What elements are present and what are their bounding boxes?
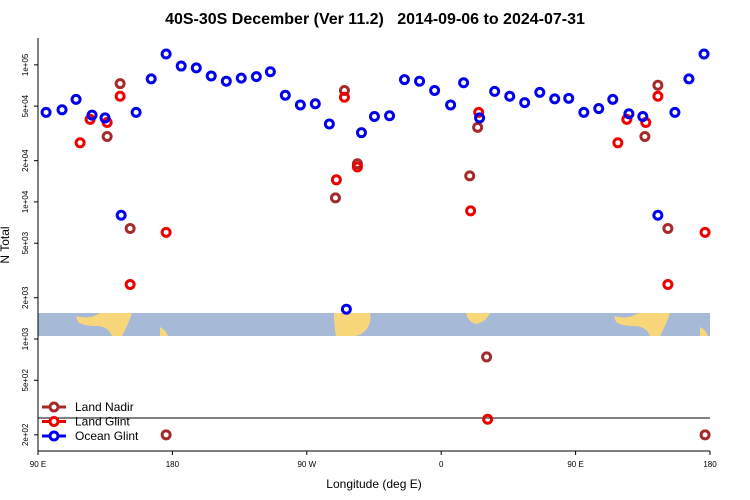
- data-point: [482, 413, 494, 425]
- data-point: [445, 99, 457, 111]
- x-tick-label: 0: [439, 460, 444, 469]
- data-point: [652, 90, 664, 102]
- data-point: [593, 103, 605, 115]
- x-tick-label: 90 E: [30, 460, 46, 469]
- data-point: [458, 77, 470, 89]
- y-tick-label: 1e+04: [21, 190, 30, 213]
- data-point: [612, 137, 624, 149]
- data-point: [115, 209, 127, 221]
- data-point: [175, 60, 187, 72]
- data-point: [398, 74, 410, 86]
- data-point: [114, 78, 126, 90]
- data-point: [340, 303, 352, 315]
- chart-title: 40S-30S December (Ver 11.2) 2014-09-06 t…: [165, 11, 585, 28]
- data-point: [220, 75, 232, 87]
- y-tick-label: 1e+05: [21, 53, 30, 76]
- data-point: [489, 85, 501, 97]
- x-tick-label: 90 W: [297, 460, 316, 469]
- y-tick-label: 1e+03: [21, 327, 30, 350]
- data-point: [473, 106, 485, 118]
- x-axis-label: Longitude (deg E): [326, 477, 421, 491]
- y-tick-label: 2e+02: [21, 423, 30, 446]
- data-point: [549, 93, 561, 105]
- x-tick-label: 180: [703, 460, 717, 469]
- data-point: [519, 97, 531, 109]
- data-point: [190, 62, 202, 74]
- data-point: [40, 106, 52, 118]
- data-point: [414, 75, 426, 87]
- data-point: [652, 79, 664, 91]
- data-point: [235, 72, 247, 84]
- data-point: [329, 192, 341, 204]
- data-point: [662, 278, 674, 290]
- data-point: [70, 93, 82, 105]
- legend-label: Ocean Glint: [75, 429, 139, 443]
- data-point: [639, 131, 651, 143]
- data-point: [309, 98, 321, 110]
- data-point: [481, 351, 493, 363]
- data-point: [101, 131, 113, 143]
- data-point: [683, 73, 695, 85]
- data-point: [351, 161, 363, 173]
- data-point: [698, 48, 710, 60]
- x-tick-label: 180: [166, 460, 180, 469]
- x-tick-label: 90 E: [567, 460, 583, 469]
- data-point: [464, 170, 476, 182]
- data-point: [368, 110, 380, 122]
- data-point: [264, 66, 276, 78]
- data-point: [124, 278, 136, 290]
- data-point: [623, 108, 635, 120]
- data-point: [637, 110, 649, 122]
- data-point: [474, 112, 486, 124]
- y-tick-label: 2e+03: [21, 286, 30, 309]
- data-point: [578, 106, 590, 118]
- legend-marker: [48, 401, 60, 413]
- data-point: [465, 205, 477, 217]
- data-point: [205, 70, 217, 82]
- legend-label: Land Glint: [75, 415, 130, 429]
- data-point: [160, 226, 172, 238]
- map-strip: [38, 313, 710, 336]
- data-point: [355, 127, 367, 139]
- data-point: [114, 90, 126, 102]
- data-point: [130, 106, 142, 118]
- y-tick-label: 5e+02: [21, 368, 30, 391]
- data-point: [160, 429, 172, 441]
- data-point: [534, 86, 546, 98]
- data-point: [323, 118, 335, 130]
- data-point: [279, 89, 291, 101]
- data-point: [56, 104, 68, 116]
- data-point: [652, 209, 664, 221]
- y-tick-label: 5e+03: [21, 231, 30, 254]
- data-point: [504, 90, 516, 102]
- data-point: [294, 99, 306, 111]
- legend-marker: [48, 430, 60, 442]
- y-tick-label: 5e+04: [21, 94, 30, 117]
- y-tick-label: 2e+04: [21, 149, 30, 172]
- data-point: [124, 223, 136, 235]
- data-point: [99, 112, 111, 124]
- y-axis-label: N Total: [0, 226, 12, 263]
- data-point: [384, 110, 396, 122]
- data-point: [330, 174, 342, 186]
- data-point: [699, 429, 711, 441]
- data-point: [662, 223, 674, 235]
- data-point: [607, 93, 619, 105]
- data-point: [563, 92, 575, 104]
- legend-marker: [48, 416, 60, 427]
- legend-label: Land Nadir: [75, 400, 134, 414]
- data-point: [86, 109, 98, 121]
- data-point: [699, 226, 711, 238]
- data-point: [250, 71, 262, 83]
- data-point: [472, 121, 484, 133]
- data-point: [145, 73, 157, 85]
- data-point: [74, 137, 86, 149]
- data-point: [338, 91, 350, 103]
- data-point: [160, 48, 172, 60]
- data-point: [429, 84, 441, 96]
- data-point: [669, 106, 681, 118]
